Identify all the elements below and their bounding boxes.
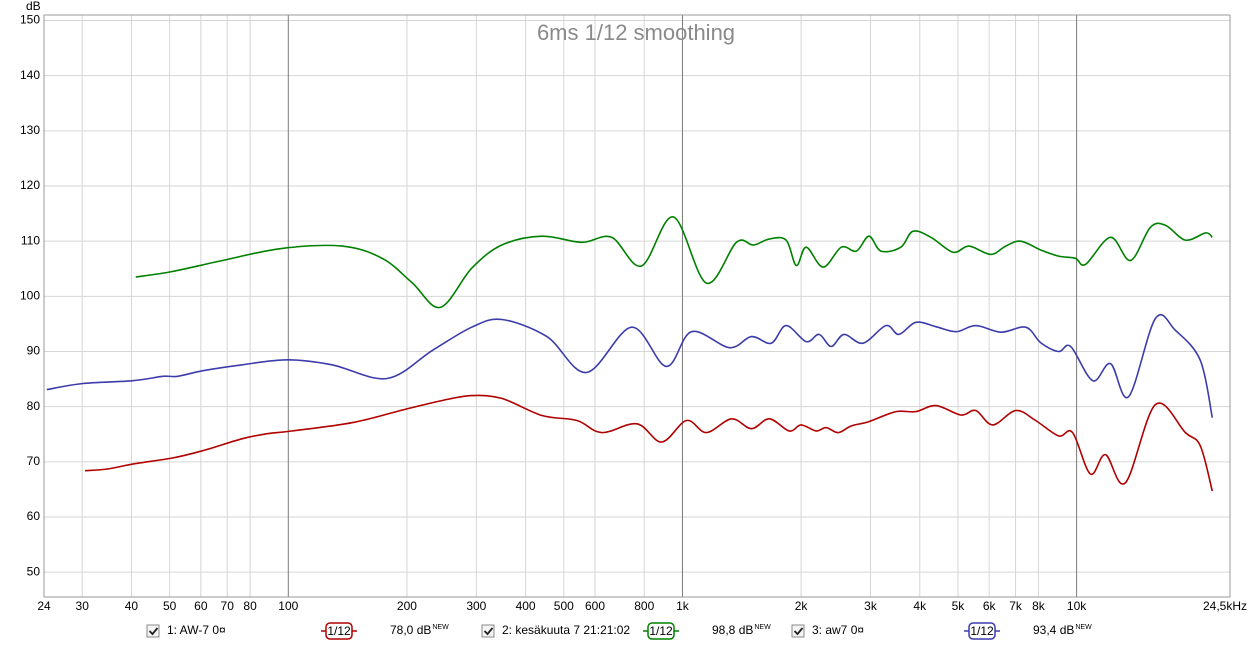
checkbox[interactable] <box>481 624 495 638</box>
y-tick-label: 140 <box>20 68 40 82</box>
x-tick-label: 7k <box>1009 599 1023 613</box>
smoothing-box[interactable] <box>325 622 353 640</box>
checkmark <box>793 627 804 636</box>
legend-item: 1: AW-7 0¤ 1/12 78,0 dB NEW <box>146 622 449 640</box>
x-tick-label: 800 <box>634 599 654 613</box>
y-tick-label: 90 <box>27 344 41 358</box>
level-tag: NEW <box>754 624 771 631</box>
checkbox[interactable] <box>791 624 805 638</box>
y-tick-label: 70 <box>27 454 41 468</box>
series-line <box>46 313 1214 418</box>
level-tag: NEW <box>432 624 449 631</box>
x-tick-label: 600 <box>585 599 605 613</box>
x-tick-label: 30 <box>76 599 90 613</box>
smoothing-box[interactable] <box>647 622 675 640</box>
level-label: 93,4 dB <box>1033 623 1074 637</box>
smoothing-box[interactable] <box>968 622 996 640</box>
legend-item: 3: aw7 0¤ 1/12 93,4 dB NEW <box>791 622 1092 640</box>
checkmark <box>483 627 494 636</box>
y-axis-label: dB <box>26 0 41 13</box>
x-tick-label: 8k <box>1032 599 1046 613</box>
x-tick-label: 60 <box>194 599 208 613</box>
x-tick-label: 5k <box>952 599 966 613</box>
x-tick-label: 4k <box>913 599 927 613</box>
x-tick-label: 100 <box>278 599 298 613</box>
level-label: 78,0 dB <box>390 623 431 637</box>
legend-label: 3: aw7 0¤ <box>812 623 864 637</box>
level-label: 98,8 dB <box>712 623 753 637</box>
x-tick-label: 3k <box>864 599 878 613</box>
level-tag: NEW <box>1075 624 1092 631</box>
checkbox[interactable] <box>146 624 160 638</box>
y-tick-label: 100 <box>20 289 40 303</box>
checkmark <box>148 627 159 636</box>
plot-frame <box>43 14 1231 598</box>
legend-label: 2: kesäkuuta 7 21:21:02 <box>502 623 630 637</box>
x-tick-label: 400 <box>516 599 536 613</box>
x-tick-label: 24 <box>37 599 51 613</box>
lines <box>46 216 1214 492</box>
y-tick-label: 120 <box>20 178 40 192</box>
smoothing-label: 1/12 <box>649 624 673 638</box>
x-tick-label: 80 <box>243 599 257 613</box>
x-tick-label: 40 <box>125 599 139 613</box>
x-tick-label: 6k <box>983 599 997 613</box>
x-tick-label: 2k <box>795 599 809 613</box>
x-tick-label: 500 <box>554 599 574 613</box>
series-line <box>84 394 1214 492</box>
x-tick-label: 10k <box>1067 599 1087 613</box>
series-line <box>135 216 1213 309</box>
legend: 1: AW-7 0¤ 1/12 78,0 dB NEW 2: kesäkuuta 7 2… <box>146 622 1092 640</box>
x-tick-label: 1k <box>676 599 690 613</box>
y-tick-label: 80 <box>27 399 41 413</box>
x-tick-label: 300 <box>466 599 486 613</box>
y-tick-label: 110 <box>21 233 40 247</box>
y-tick-label: 130 <box>20 123 40 137</box>
legend-item: 2: kesäkuuta 7 21:21:02 1/12 98,8 dB NEW <box>481 622 771 640</box>
chart-title: 6ms 1/12 smoothing <box>537 20 735 45</box>
smoothing-label: 1/12 <box>327 624 351 638</box>
x-tick-label: 200 <box>397 599 417 613</box>
legend-label: 1: AW-7 0¤ <box>167 623 226 637</box>
x-tick-label: 24,5kHz <box>1203 599 1247 613</box>
x-tick-label: 70 <box>221 599 235 613</box>
y-tick-label: 60 <box>27 509 41 523</box>
x-tick-label: 50 <box>163 599 177 613</box>
y-tick-label: 50 <box>27 564 41 578</box>
smoothing-label: 1/12 <box>970 624 994 638</box>
y-tick-label: 150 <box>20 13 40 27</box>
